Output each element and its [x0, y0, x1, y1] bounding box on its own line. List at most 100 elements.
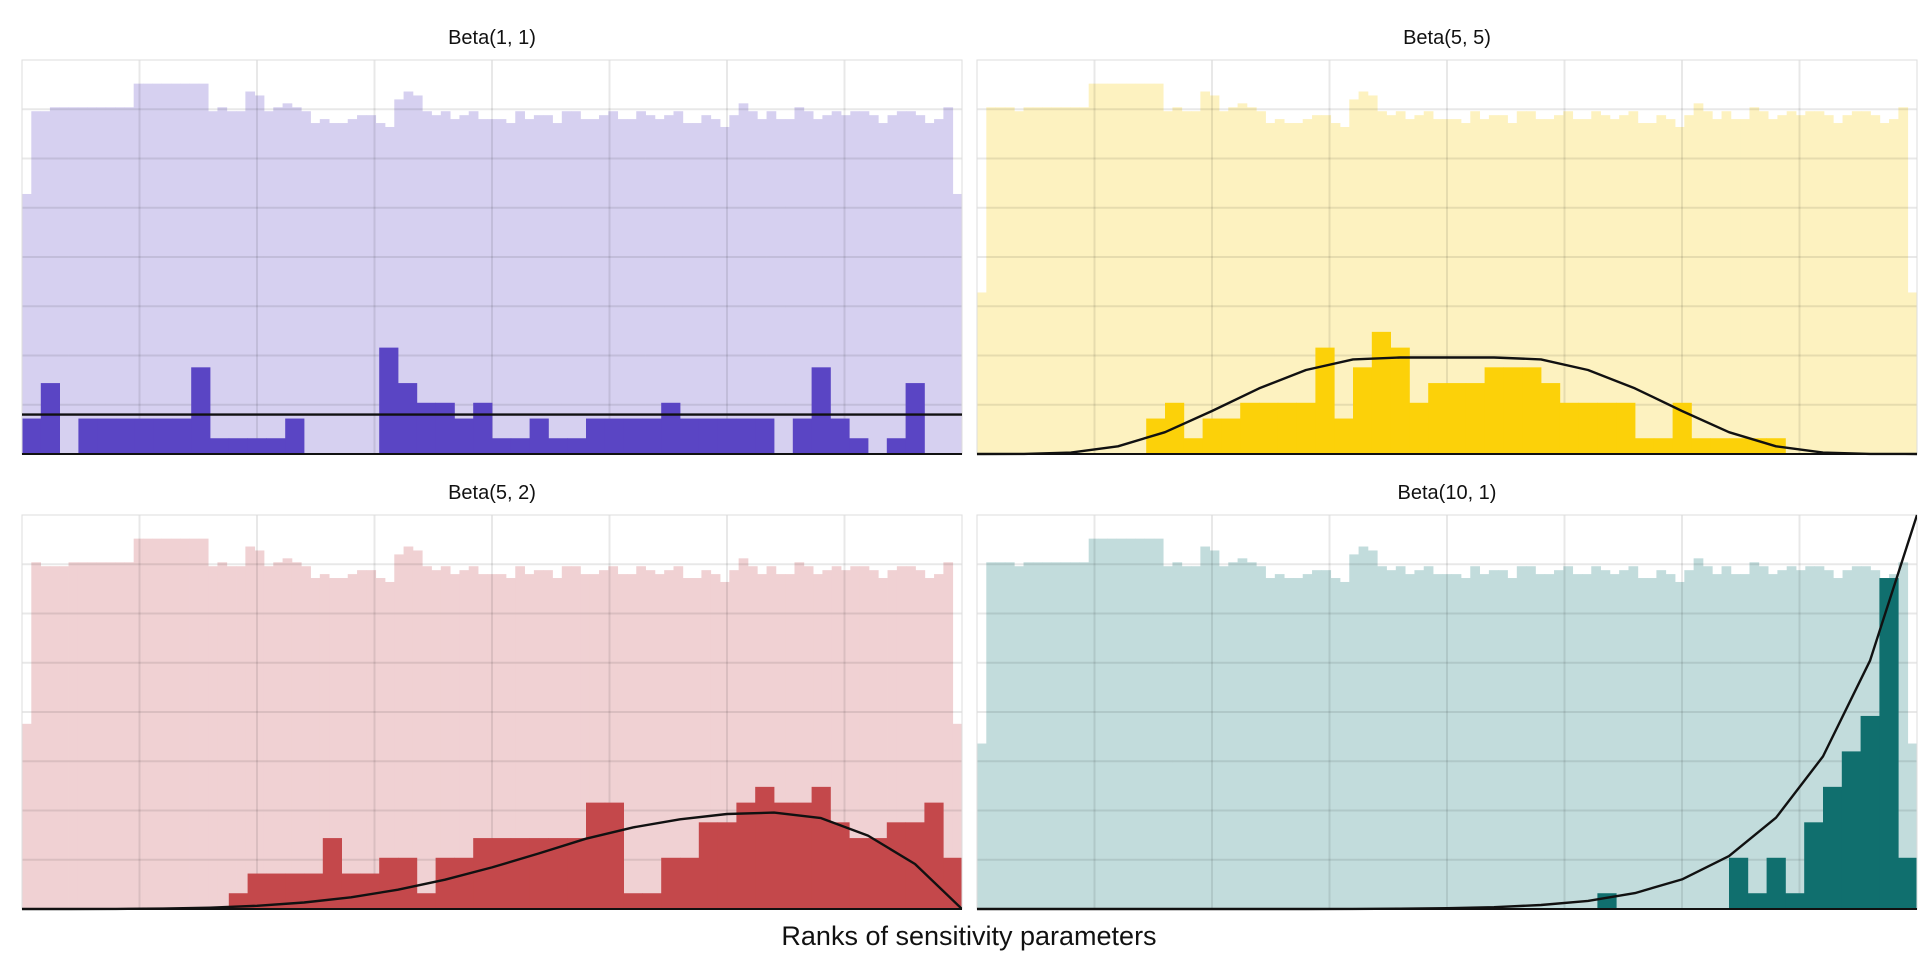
histogram-bar [1616, 402, 1636, 454]
background-bar [1833, 123, 1843, 454]
background-bar [645, 570, 656, 909]
background-bar [1163, 111, 1173, 454]
background-bar [1200, 91, 1211, 455]
background-bar [1377, 111, 1387, 454]
background-bar [1619, 570, 1629, 909]
background-bar [1544, 119, 1555, 454]
background-bar [1023, 107, 1034, 454]
histogram-bar [1635, 438, 1655, 454]
background-bar [49, 566, 60, 909]
background-bar [1330, 123, 1341, 454]
histogram-bar [153, 418, 173, 454]
histogram-bar [736, 802, 756, 909]
background-bar [68, 562, 79, 909]
background-bar [1312, 570, 1322, 909]
histogram-bar [830, 822, 850, 909]
background-bar [1702, 111, 1713, 454]
background-bar [1107, 83, 1118, 454]
background-bar [301, 111, 311, 454]
background-bar [626, 119, 637, 454]
background-bar [1395, 566, 1406, 909]
background-bar [1256, 566, 1266, 909]
histogram-bar [435, 402, 455, 454]
background-bar [245, 546, 256, 909]
background-bar [1097, 538, 1108, 909]
histogram-bar [698, 822, 718, 909]
background-bar [198, 83, 209, 454]
background-bar [282, 558, 293, 909]
background-bar [794, 107, 805, 454]
histogram-bar [1371, 331, 1391, 454]
histogram-bar [416, 893, 436, 909]
background-bar [152, 83, 163, 454]
background-bar [124, 107, 135, 454]
background-bar [664, 115, 674, 454]
background-bar [896, 566, 907, 909]
background-bar [1647, 578, 1657, 909]
background-bar [431, 570, 442, 909]
histogram-bar [1240, 402, 1260, 454]
background-bar [831, 111, 842, 454]
histogram-bar [623, 418, 643, 454]
background-bar [1693, 558, 1704, 909]
histogram-bar [1522, 367, 1542, 454]
background-bar [273, 107, 283, 454]
panel-title: Beta(5, 2) [448, 482, 536, 504]
background-bar [133, 83, 144, 454]
background-bar [1563, 111, 1574, 454]
background-bar [571, 566, 581, 909]
background-bar [1777, 570, 1788, 909]
histogram-bar [830, 418, 850, 454]
background-bar [995, 107, 1006, 454]
background-bar [1014, 566, 1024, 909]
background-bar [1535, 119, 1546, 454]
histogram-bar [924, 802, 944, 909]
background-bar [934, 574, 944, 909]
histogram-bar [642, 418, 662, 454]
background-bar [1516, 111, 1527, 454]
histogram-bar [792, 418, 812, 454]
background-bar [1851, 566, 1862, 909]
background-bar [1600, 570, 1611, 909]
background-bar [31, 562, 42, 909]
background-bar [757, 574, 767, 909]
background-bar [636, 566, 646, 909]
background-bar [1572, 574, 1583, 909]
background-bar [1237, 103, 1248, 454]
panel-beta-5-5: Beta(5, 5) [976, 27, 1918, 456]
histogram-bar [736, 418, 756, 454]
background-bar [422, 111, 432, 454]
background-bar [22, 193, 32, 454]
background-bar [1144, 538, 1155, 909]
background-bar [450, 119, 460, 454]
background-bar [1274, 119, 1285, 454]
background-bar [1898, 107, 1909, 454]
histogram-bar [1259, 402, 1279, 454]
background-bar [794, 562, 805, 909]
x-axis-title: Ranks of sensitivity parameters [781, 921, 1156, 951]
background-bar [1339, 126, 1350, 454]
background-bar [1060, 107, 1071, 454]
background-bar [813, 119, 823, 454]
histogram-bar [1202, 418, 1222, 454]
histogram-bar [1766, 857, 1786, 909]
background-bar [868, 570, 879, 909]
background-bar [1879, 123, 1890, 454]
background-bar [1088, 83, 1099, 454]
background-bar [1032, 107, 1043, 454]
background-bar [40, 566, 51, 909]
background-bar [1516, 566, 1527, 909]
background-bar [682, 578, 693, 909]
histogram-bar [1804, 822, 1824, 909]
background-bar [524, 119, 535, 454]
background-bar [701, 115, 712, 454]
histogram-bar [1747, 893, 1767, 909]
background-bar [1246, 562, 1257, 909]
histogram-bar [1277, 402, 1297, 454]
background-bar [1181, 566, 1192, 909]
background-bar [515, 566, 525, 909]
background-bar [1191, 111, 1201, 454]
background-bar [1619, 115, 1629, 454]
histogram-bar [811, 786, 831, 909]
background-bar [692, 123, 702, 454]
